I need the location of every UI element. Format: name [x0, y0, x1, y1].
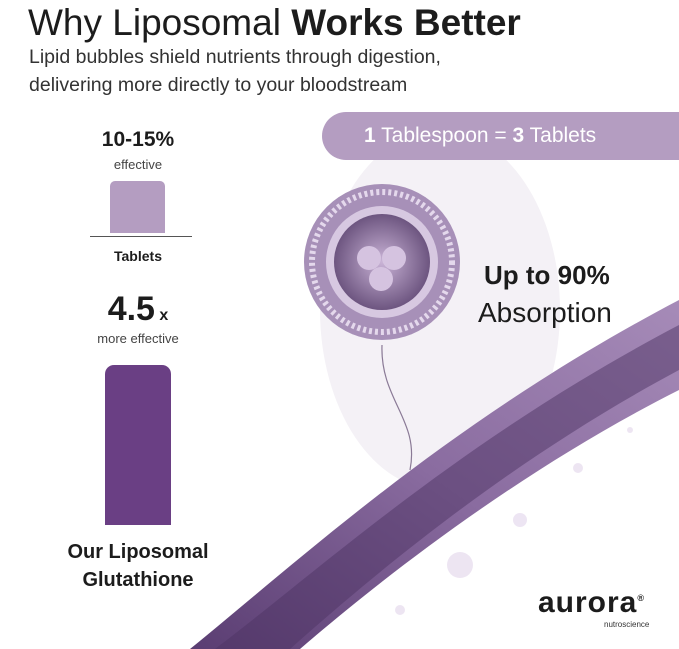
page-title: Why Liposomal Works Better — [28, 2, 521, 43]
brand-tagline: nutroscience — [604, 620, 650, 629]
liposomal-bar — [105, 365, 171, 525]
liposomal-caption: more effective — [97, 331, 179, 346]
absorption-value: Up to 90% — [484, 260, 610, 290]
liposomal-label: Our Liposomal Glutathione — [67, 541, 209, 591]
blood-vessel — [190, 300, 679, 649]
blood-cells — [395, 427, 633, 615]
tablets-caption: effective — [113, 157, 163, 172]
tablespoon-equivalence-banner: 1 Tablespoon = 3 Tablets — [322, 112, 679, 160]
liposomal-value: 4.5 x — [107, 290, 169, 328]
divider — [90, 236, 192, 237]
absorption-label: Absorption — [478, 297, 612, 328]
tablets-bar — [110, 181, 165, 233]
tablets-value: 10-15% — [101, 128, 175, 151]
subtitle-line-2: delivering more directly to your bloodst… — [29, 74, 408, 96]
tablets-label: Tablets — [114, 248, 162, 264]
brand-logo: aurora® — [538, 586, 646, 619]
subtitle-line-1: Lipid bubbles shield nutrients through d… — [29, 46, 441, 68]
